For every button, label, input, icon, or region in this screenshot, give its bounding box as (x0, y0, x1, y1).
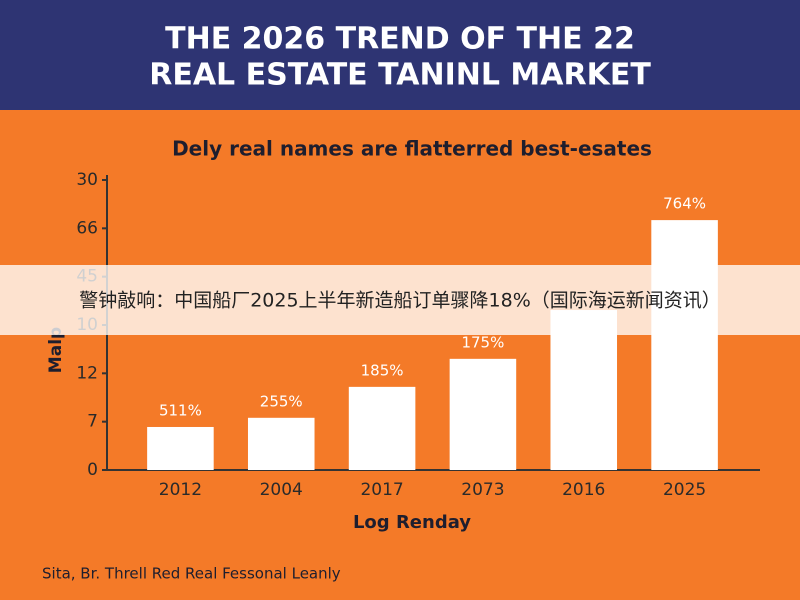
bar-label: 175% (461, 333, 504, 351)
bar-label: 255% (260, 392, 303, 410)
bar (651, 220, 718, 470)
y-tick-label: 7 (87, 412, 98, 432)
x-tick-label: 2073 (461, 480, 504, 500)
x-tick-label: 2025 (663, 480, 706, 500)
y-axis-title: Malp (46, 327, 66, 373)
y-tick-label: 0 (87, 460, 98, 480)
overlay: 警钟敲响：中国船厂2025上半年新造船订单骤降18%（国际海运新闻资讯） (0, 265, 800, 335)
header-band (0, 0, 800, 110)
bar-label: 185% (361, 361, 404, 379)
y-tick-label: 12 (76, 363, 98, 383)
bar (449, 358, 517, 470)
x-tick-label: 2017 (360, 480, 403, 500)
chart-title: THE 2026 TREND OF THE 22 (165, 22, 635, 57)
x-axis-title: Log Renday (353, 512, 471, 533)
plot-area: 0712104566302012511%2004255%2017185%2073… (76, 170, 718, 500)
bar-label: 764% (663, 195, 706, 213)
x-tick-label: 2004 (260, 480, 303, 500)
chart-title: REAL ESTATE TANINL MARKET (149, 58, 651, 93)
overlay-band (0, 265, 800, 335)
y-tick-label: 30 (76, 170, 98, 190)
bar (247, 417, 315, 470)
bar (550, 310, 618, 470)
chart-subtitle: Dely real names are flatterred best-esat… (172, 137, 652, 161)
overlay-caption: 警钟敲响：中国船厂2025上半年新造船订单骤降18%（国际海运新闻资讯） (79, 290, 721, 312)
x-tick-label: 2016 (562, 480, 605, 500)
source-note: Sita, Br. Threll Red Real Fessonal Leanl… (42, 565, 341, 583)
bar-label: 511% (159, 401, 202, 419)
x-tick-label: 2012 (159, 480, 202, 500)
bar (147, 426, 214, 470)
bar (348, 386, 416, 470)
y-tick-label: 66 (76, 218, 98, 238)
